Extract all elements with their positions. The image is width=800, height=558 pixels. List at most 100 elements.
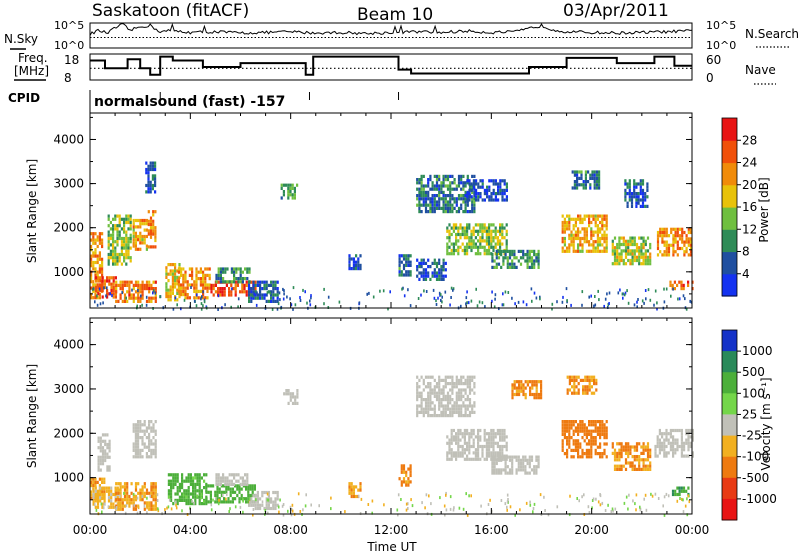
power-colorbar-swatch — [722, 184, 737, 208]
velocity-region — [283, 389, 299, 405]
velocity-heatmap — [90, 375, 694, 517]
station-title: Saskatoon (fitACF) — [92, 1, 249, 21]
velocity-colorbar-label: Velocity [m s⁻¹] — [759, 377, 773, 470]
freq-line — [90, 55, 692, 76]
time-tick-label: 20:00 — [574, 523, 609, 537]
velocity-colorbar-swatch — [722, 372, 737, 394]
velocity-region — [132, 420, 157, 459]
velocity-colorbar-swatch — [722, 498, 737, 521]
velocity-colorbar-tick: 25 — [742, 407, 757, 421]
velocity-region — [566, 375, 598, 395]
velocity-region — [671, 486, 690, 497]
velocity-colorbar-swatch — [722, 393, 737, 415]
nsearch-tick-bottom: 10^0 — [706, 39, 736, 52]
velocity-colorbar-tick: -25 — [742, 429, 762, 443]
nsky-tick-bottom: 10^0 — [54, 39, 84, 52]
velocity-region — [92, 486, 119, 509]
velocity-colorbar-tick: -1000 — [742, 492, 777, 506]
power-ylabel: Slant Range [km] — [25, 159, 39, 263]
cpid-text: normalsound (fast) -157 — [94, 94, 285, 110]
velocity-ylabel: Slant Range [km] — [25, 364, 39, 468]
power-region — [446, 223, 508, 256]
power-region — [669, 280, 694, 291]
time-tick-label: 00:00 — [73, 523, 108, 537]
nave-tick-bottom: 0 — [706, 71, 714, 85]
power-region — [561, 214, 608, 253]
velocity-ground-scatter — [94, 491, 691, 517]
power-y-axis: 1000 2000 3000 4000 — [53, 116, 692, 295]
power-colorbar-tick: 20 — [742, 178, 757, 192]
velocity-ytick-label: 4000 — [53, 338, 84, 352]
velocity-colorbar-swatch — [722, 414, 737, 436]
power-colorbar-swatch — [722, 118, 737, 141]
velocity-region — [97, 433, 111, 472]
time-tick-label: 16:00 — [474, 523, 509, 537]
nsky-panel-frame — [89, 22, 693, 49]
power-colorbar-tick: 16 — [742, 200, 757, 214]
velocity-region — [561, 420, 608, 459]
power-colorbar-swatch — [722, 140, 737, 164]
power-ytick-label: 2000 — [53, 221, 84, 235]
velocity-colorbar-tick: 500 — [742, 365, 765, 379]
power-ground-scatter — [91, 286, 693, 311]
power-region — [466, 179, 508, 202]
cpid-markers — [89, 90, 400, 113]
velocity-region — [348, 482, 362, 499]
time-axis: 00:00 04:00 08:00 12:00 16:00 20:00 00:00 — [73, 113, 709, 537]
nave-label: Nave — [745, 63, 776, 77]
velocity-colorbar-swatch — [722, 456, 737, 479]
freq-label-1: Freq. — [18, 51, 48, 65]
power-region — [398, 254, 412, 277]
power-colorbar-swatch — [722, 251, 737, 275]
power-colorbar-tick: 8 — [742, 245, 750, 259]
freq-tick-bottom: 8 — [64, 71, 72, 85]
velocity-ytick-label: 1000 — [53, 471, 84, 485]
time-tick-label: 04:00 — [173, 523, 208, 537]
power-colorbar-swatch — [722, 207, 737, 230]
velocity-region — [491, 455, 540, 475]
date-title: 03/Apr/2011 — [563, 1, 669, 21]
power-region — [571, 170, 601, 190]
power-colorbar-tick: 24 — [742, 156, 757, 170]
power-region — [215, 267, 251, 284]
velocity-colorbar: 1000 500 100 25 -25 -100 -500 -1000 — [721, 329, 777, 521]
power-colorbar-swatch — [722, 229, 737, 253]
nsearch-label: N.Search — [745, 27, 799, 41]
power-colorbar-swatch — [722, 273, 737, 297]
nsky-line — [89, 22, 693, 36]
power-colorbar-swatch — [722, 162, 737, 186]
nsky-series — [89, 22, 693, 38]
beam-title: Beam 10 — [357, 5, 433, 25]
velocity-y-axis: 1000 2000 3000 4000 — [53, 321, 692, 501]
power-region — [165, 263, 181, 302]
power-colorbar: 4 8 12 16 20 24 28 — [721, 117, 757, 297]
velocity-region — [416, 375, 476, 418]
nsky-label: N.Sky — [4, 32, 38, 46]
velocity-colorbar-tick: -500 — [742, 471, 769, 485]
velocity-colorbar-swatch — [722, 351, 737, 373]
power-ytick-label: 3000 — [53, 177, 84, 191]
power-colorbar-tick: 12 — [742, 222, 757, 236]
power-region — [491, 249, 540, 269]
time-tick-label: 12:00 — [374, 523, 409, 537]
power-region — [95, 276, 117, 299]
velocity-region — [398, 464, 412, 487]
power-region — [416, 258, 447, 281]
cpid-label: CPID — [8, 91, 40, 105]
power-colorbar-label: Power [dB] — [757, 177, 771, 242]
freq-panel-frame — [89, 53, 693, 81]
power-region — [348, 254, 362, 271]
power-region — [416, 174, 476, 214]
velocity-region — [611, 442, 652, 471]
power-ytick-label: 4000 — [53, 132, 84, 146]
power-colorbar-tick: 28 — [742, 133, 757, 147]
time-tick-label: 08:00 — [273, 523, 308, 537]
velocity-colorbar-swatch — [722, 435, 737, 458]
velocity-ytick-label: 2000 — [53, 426, 84, 440]
nsky-tick-top: 10^5 — [54, 19, 84, 32]
power-region — [145, 161, 157, 194]
velocity-colorbar-tick: 100 — [742, 386, 765, 400]
velocity-colorbar-tick: -100 — [742, 450, 769, 464]
power-region — [624, 179, 649, 208]
